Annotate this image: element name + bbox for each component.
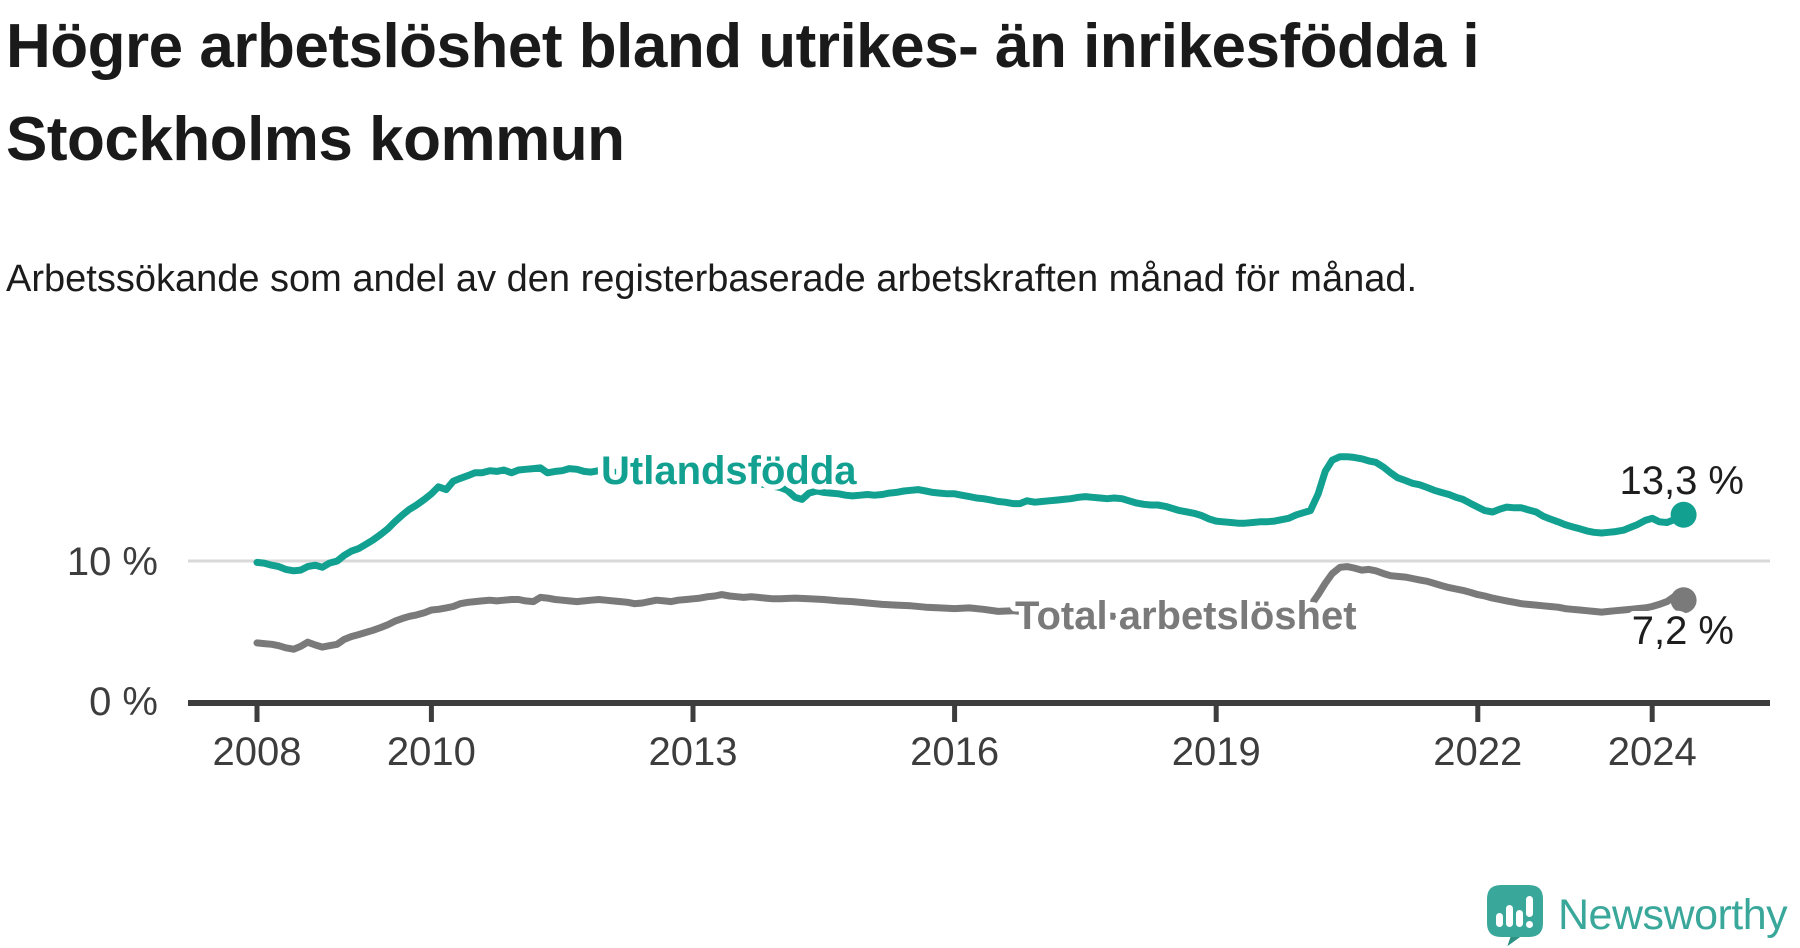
newsworthy-logo-icon	[1487, 885, 1543, 946]
x-tick-label-2010: 2010	[387, 730, 476, 774]
series-label-utlandsfodda: Utlandsfödda	[601, 449, 857, 493]
x-tick-label-2019: 2019	[1172, 730, 1261, 774]
chart-labels: 0 % 10 % 2008 2010 2013 2016 2019 2022 2024 Utlan…	[67, 444, 1750, 775]
x-tick-label-2022: 2022	[1433, 730, 1522, 774]
x-axis	[188, 700, 1770, 722]
chart-subtitle: Arbetssökande som andel av den registerb…	[6, 258, 1418, 300]
series-end-dot-total	[1670, 587, 1697, 614]
newsworthy-logo: Newsworthy	[1486, 884, 1788, 946]
series-line-total	[253, 563, 1688, 653]
series-end-dot-utlandsfodda	[1670, 501, 1697, 528]
series-line-utlandsfodda	[253, 453, 1688, 575]
series-end-value-total: 7,2 %	[1632, 609, 1734, 653]
series-label-total: Total arbetslöshet	[1015, 594, 1357, 638]
chart-title: Högre arbetslöshet bland utrikes- än inr…	[6, 12, 1480, 174]
x-tick-label-2024: 2024	[1608, 730, 1697, 774]
y-tick-label-0: 0 %	[89, 680, 158, 724]
x-tick-label-2016: 2016	[910, 730, 999, 774]
y-tick-label-10: 10 %	[67, 540, 158, 584]
x-tick-label-2008: 2008	[213, 730, 302, 774]
newsworthy-logo-text: Newsworthy	[1558, 891, 1788, 939]
series-end-value-utlandsfodda: 13,3 %	[1619, 459, 1744, 503]
series-lines	[253, 453, 1697, 653]
x-tick-label-2013: 2013	[649, 730, 738, 774]
